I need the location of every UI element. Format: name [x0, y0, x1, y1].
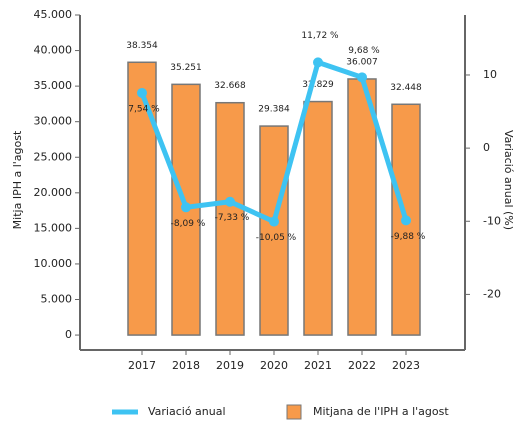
bar-value-label: 38.354 — [126, 41, 158, 51]
line-point — [269, 216, 279, 227]
bar — [259, 125, 289, 336]
x-tick-label: 2019 — [216, 359, 244, 372]
bar-value-label: 32.668 — [214, 81, 246, 91]
x-tick-label: 2023 — [392, 359, 420, 372]
bar-value-label: 36.007 — [346, 57, 378, 67]
line-point — [181, 202, 191, 213]
bar-value-label: 32.448 — [390, 83, 422, 93]
line-value-label: -8,09 % — [171, 219, 206, 229]
line-point — [225, 196, 235, 207]
bar-value-label: 35.251 — [170, 63, 202, 73]
x-tick-label: 2021 — [304, 359, 332, 372]
line-value-label: 11,72 % — [301, 31, 339, 41]
y2-tick-label: 0 — [483, 141, 490, 154]
y2-axis-label: Variació anual (%) — [502, 130, 515, 230]
y-axis-label: Mitja IPH a l'agost — [11, 130, 24, 229]
y-tick-label: 45.000 — [34, 8, 73, 21]
line-point — [357, 72, 367, 83]
y-tick-label: 30.000 — [34, 115, 73, 128]
y-tick-label: 0 — [65, 328, 72, 341]
line-point — [137, 87, 147, 98]
line-value-label: -7,33 % — [215, 213, 250, 223]
x-tick-label: 2022 — [348, 359, 376, 372]
bar — [171, 83, 201, 336]
y-tick-label: 10.000 — [34, 257, 73, 270]
legend-label: Mitjana de l'IPH a l'agost — [313, 405, 449, 418]
y2-tick-label: 10 — [483, 68, 497, 81]
y-tick-label: 35.000 — [34, 79, 73, 92]
line-value-label: -10,05 % — [256, 233, 297, 243]
y-tick-label: 40.000 — [34, 44, 73, 57]
bar — [127, 61, 157, 336]
line-value-label: 7,54 % — [128, 104, 160, 114]
y-tick-label: 20.000 — [34, 186, 73, 199]
line-value-label: -9,88 % — [391, 232, 426, 242]
bar — [215, 101, 245, 336]
line-point — [401, 215, 411, 226]
line-value-label: 9,68 % — [348, 46, 380, 56]
bar-value-label: 32.829 — [302, 80, 334, 90]
x-tick-label: 2020 — [260, 359, 288, 372]
legend-swatch — [286, 404, 302, 420]
bar-value-label: 29.384 — [258, 105, 290, 115]
legend-label: Variació anual — [148, 405, 226, 418]
y-tick-label: 15.000 — [34, 221, 73, 234]
x-tick-label: 2017 — [128, 359, 156, 372]
y2-tick-label: -10 — [483, 214, 501, 227]
y-tick-label: 25.000 — [34, 150, 73, 163]
y2-tick-label: -20 — [483, 287, 501, 300]
line-point — [313, 57, 323, 68]
x-tick-label: 2018 — [172, 359, 200, 372]
bar — [303, 100, 333, 336]
y-tick-label: 5.000 — [41, 293, 73, 306]
